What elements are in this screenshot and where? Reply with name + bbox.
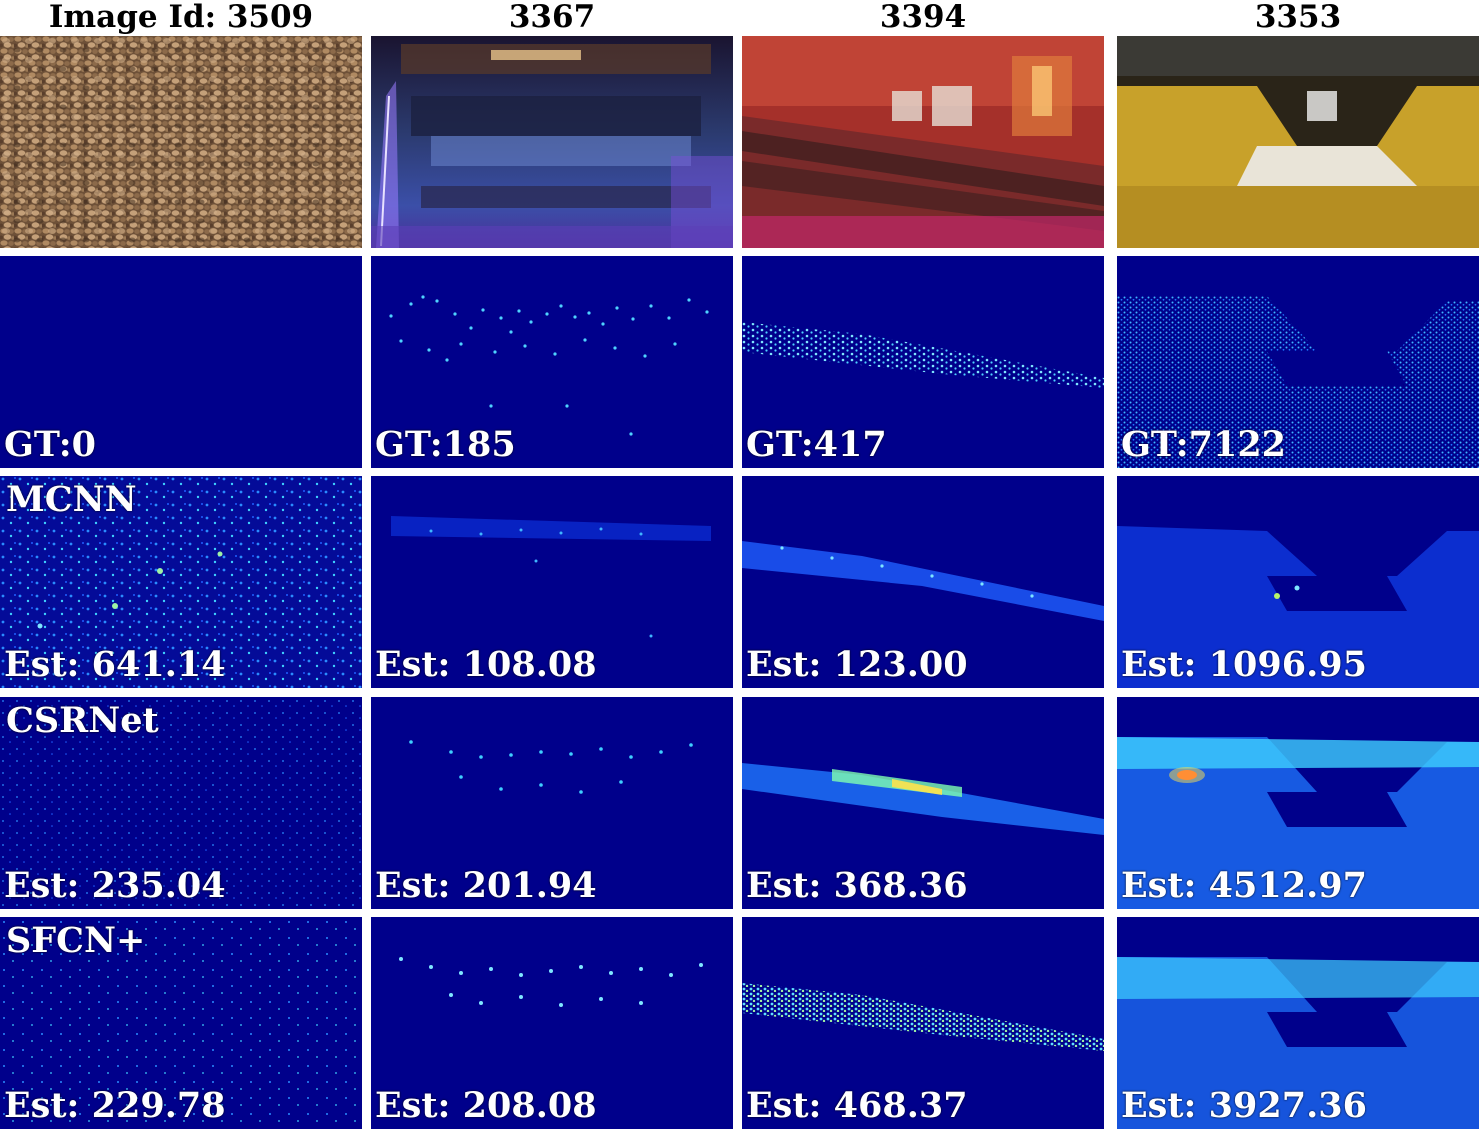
estimate-label: Est: 108.08 <box>375 644 597 685</box>
gt-density-map-3367: GT:185 <box>371 256 733 468</box>
sfcn-density-map-3509: SFCN+ Est: 229.78 <box>0 917 362 1129</box>
gt-density-map-3394: GT:417 <box>742 256 1104 468</box>
mcnn-density-map-3367: Est: 108.08 <box>371 476 733 688</box>
estimate-label: Est: 123.00 <box>746 644 968 685</box>
estimate-label: Est: 468.37 <box>746 1085 968 1126</box>
estimate-label: Est: 4512.97 <box>1121 865 1367 906</box>
photo-3509-gravel <box>0 36 362 248</box>
csrnet-density-map-3353: Est: 4512.97 <box>1117 697 1479 909</box>
column-header-3367: 3367 <box>508 0 596 35</box>
csrnet-density-map-3394: Est: 368.36 <box>742 697 1104 909</box>
method-label-csrnet: CSRNet <box>6 700 159 741</box>
estimate-label: Est: 368.36 <box>746 865 968 906</box>
gt-density-map-3353: GT:7122 <box>1117 256 1479 468</box>
column-header-3394: 3394 <box>879 0 967 35</box>
estimate-label: Est: 1096.95 <box>1121 644 1367 685</box>
method-label-mcnn: MCNN <box>6 479 137 520</box>
gt-count-label: GT:7122 <box>1121 424 1287 465</box>
csrnet-density-map-3367: Est: 201.94 <box>371 697 733 909</box>
estimate-label: Est: 208.08 <box>375 1085 597 1126</box>
mcnn-density-map-3353: Est: 1096.95 <box>1117 476 1479 688</box>
sfcn-density-map-3353: Est: 3927.36 <box>1117 917 1479 1129</box>
gt-count-label: GT:185 <box>375 424 516 465</box>
estimate-label: Est: 229.78 <box>4 1085 226 1126</box>
photo-3394-auditorium <box>742 36 1104 248</box>
sfcn-density-map-3367: Est: 208.08 <box>371 917 733 1129</box>
mcnn-density-map-3509: MCNN Est: 641.14 <box>0 476 362 688</box>
estimate-label: Est: 641.14 <box>4 644 226 685</box>
sfcn-density-map-3394: Est: 468.37 <box>742 917 1104 1129</box>
method-label-sfcn-plus: SFCN+ <box>6 920 146 961</box>
mcnn-density-map-3394: Est: 123.00 <box>742 476 1104 688</box>
column-header-3353: 3353 <box>1254 0 1342 35</box>
gt-count-label: GT:0 <box>4 424 96 465</box>
estimate-label: Est: 3927.36 <box>1121 1085 1367 1126</box>
estimate-label: Est: 235.04 <box>4 865 226 906</box>
gt-density-map-3509: GT:0 <box>0 256 362 468</box>
estimate-label: Est: 201.94 <box>375 865 597 906</box>
column-header-3509: Image Id: 3509 <box>48 0 314 35</box>
gt-count-label: GT:417 <box>746 424 887 465</box>
csrnet-density-map-3509: CSRNet Est: 235.04 <box>0 697 362 909</box>
photo-3367-gaming-hall <box>371 36 733 248</box>
photo-3353-arena <box>1117 36 1479 248</box>
